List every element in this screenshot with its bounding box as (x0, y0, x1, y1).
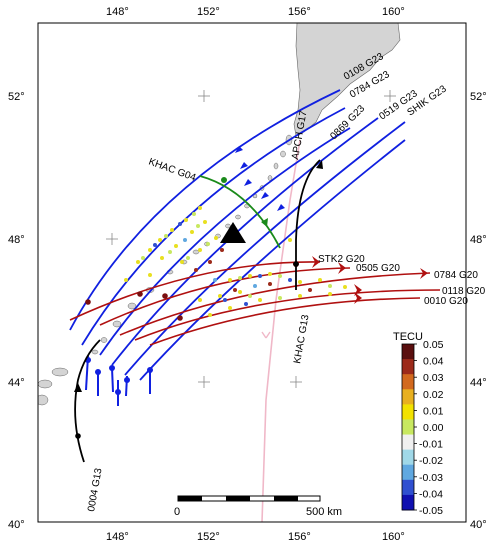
track-label: 0010 G20 (424, 296, 468, 307)
track-apch-g17 (261, 139, 301, 522)
track-label: 0505 G20 (356, 263, 400, 274)
red-track-arrows (312, 256, 428, 304)
lon-tick-top: 156° (288, 6, 311, 18)
track-label: STK2 G20 (318, 254, 365, 265)
track-khac-g13 (295, 159, 321, 290)
track-khac-g04 (199, 175, 281, 249)
colorbar-tick-label: 0.04 (423, 356, 444, 368)
track-0108-g23 (69, 89, 341, 331)
track-0118-g20 (134, 289, 441, 341)
graticule-crosses (106, 90, 396, 388)
lat-tick-right: 40° (470, 519, 487, 531)
lon-tick-top: 160° (382, 6, 405, 18)
blue-stem-dots (85, 357, 153, 395)
lon-tick-top: 148° (106, 6, 129, 18)
colorbar-swatch (402, 359, 414, 375)
colorbar-tick-label: -0.01 (419, 439, 443, 451)
g04-start-dot (221, 177, 227, 183)
track-0505-g20 (99, 267, 351, 326)
track-0784-g23 (81, 107, 346, 346)
colorbar: TECU 0.05 0.04 0.03 0.02 0.01 0.00 -0.01 -0.02 -… (393, 331, 444, 517)
blue-stems (85, 355, 151, 406)
lat-tick-right: 52° (470, 91, 487, 103)
scale-end-label: 500 km (306, 506, 342, 518)
lon-tick-top: 152° (197, 6, 220, 18)
colorbar-tick-label: 0.00 (423, 422, 444, 434)
lon-tick-bottom: 148° (106, 531, 129, 543)
lat-tick-right: 48° (470, 234, 487, 246)
colorbar-tick-label: 0.05 (423, 339, 444, 351)
track-0004-g13 (74, 339, 101, 463)
colorbar-tick-label: 0.02 (423, 389, 444, 401)
colorbar-swatch (402, 389, 414, 405)
map-background (38, 23, 466, 522)
colorbar-swatch (402, 464, 414, 481)
track-0010-g20 (149, 297, 421, 346)
colorbar-tick-label: 0.01 (423, 405, 444, 417)
tracks-g20 (69, 261, 441, 346)
colorbar-swatch (402, 404, 414, 420)
track-label: 0784 G20 (434, 270, 478, 281)
track-0869-g23 (99, 127, 351, 356)
colorbar-tick-label: -0.03 (419, 472, 443, 484)
lat-tick-right: 44° (470, 377, 487, 389)
lat-tick-left: 48° (8, 234, 25, 246)
track-arrow (261, 218, 268, 227)
track-arrow (316, 160, 323, 169)
colorbar-swatch (402, 434, 414, 451)
lon-tick-bottom: 152° (197, 531, 220, 543)
colorbar-tick-label: -0.04 (419, 488, 443, 500)
g13-dot (75, 433, 81, 439)
colorbar-swatch (402, 344, 414, 360)
track-arrow (74, 383, 82, 392)
scale-bar: 0 500 km (174, 495, 342, 518)
khac-station-triangle (220, 222, 246, 243)
map-frame (37, 22, 467, 523)
colorbar-tick-label: 0.03 (423, 372, 444, 384)
lon-tick-bottom: 156° (288, 531, 311, 543)
colorbar-swatch (402, 479, 414, 496)
track-stk2-g20 (69, 261, 321, 321)
g13-dot (293, 261, 299, 267)
track-0784-g20 (119, 272, 431, 336)
colorbar-swatch (402, 419, 414, 436)
lat-tick-left: 44° (8, 377, 25, 389)
colorbar-title: TECU (393, 331, 423, 343)
tracks-g23 (69, 89, 406, 381)
scale-start-label: 0 (174, 506, 180, 518)
lat-tick-left: 52° (8, 91, 25, 103)
colorbar-tick-label: -0.05 (419, 505, 443, 517)
lat-tick-left: 40° (8, 519, 25, 531)
blue-track-arrows (235, 146, 285, 211)
track-arrow (261, 331, 271, 339)
colorbar-swatch (402, 449, 414, 466)
tec-samples (124, 206, 347, 317)
kamchatka-landmass (293, 23, 401, 137)
colorbar-swatch (402, 494, 414, 511)
colorbar-swatch (402, 374, 414, 390)
colorbar-tick-label: -0.02 (419, 455, 443, 467)
lon-tick-bottom: 160° (382, 531, 405, 543)
track-label: 0118 G20 (442, 286, 486, 297)
